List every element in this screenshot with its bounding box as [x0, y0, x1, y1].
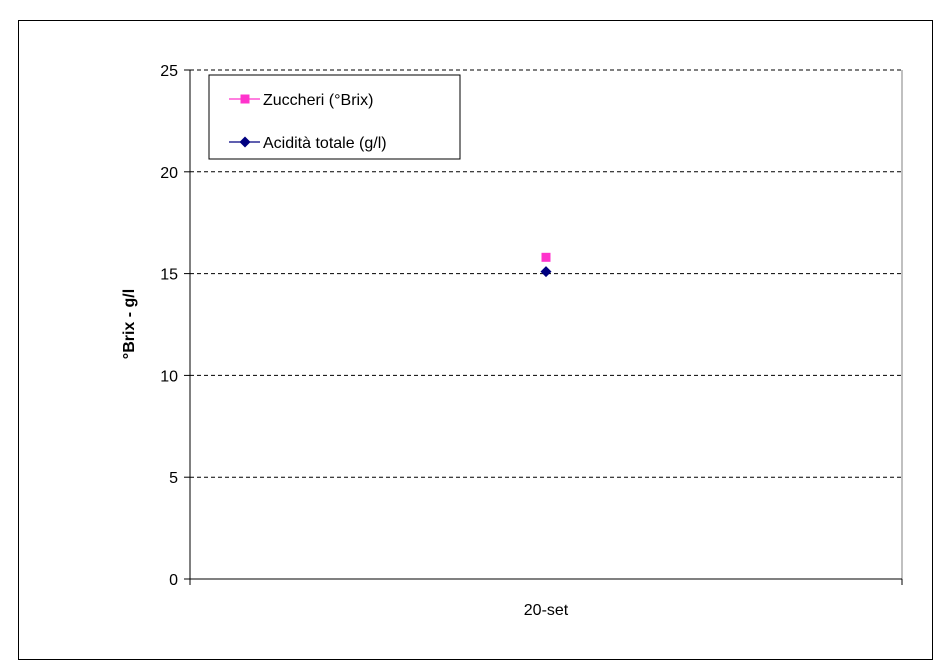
- legend-label-zuccheri: Zuccheri (°Brix): [263, 92, 373, 109]
- legend-item-zuccheri: Zuccheri (°Brix): [229, 92, 373, 109]
- y-tick-label-5: 5: [169, 470, 178, 487]
- legend: Zuccheri (°Brix) Acidità totale (g/l): [208, 74, 461, 160]
- point-series-0-0: [541, 252, 551, 262]
- y-tick-label-25: 25: [160, 63, 178, 80]
- axes: [184, 69, 903, 585]
- legend-marker-diamond: [239, 136, 251, 148]
- legend-marker-square: [240, 94, 250, 104]
- y-tick-labels: 0 5 10 15 20 25: [160, 63, 178, 589]
- x-tick-label-0: 20-set: [524, 602, 569, 619]
- data-points: [540, 252, 552, 278]
- y-tick-label-20: 20: [160, 165, 178, 182]
- y-tick-label-10: 10: [160, 368, 178, 385]
- legend-item-acidita: Acidità totale (g/l): [229, 135, 387, 152]
- chart-frame: [18, 20, 933, 660]
- y-axis-label: °Brix - g/l: [121, 289, 138, 359]
- y-tick-label-0: 0: [169, 572, 178, 589]
- y-tick-label-15: 15: [160, 267, 178, 284]
- x-tick-labels: 20-set: [524, 602, 569, 619]
- point-series-1-0: [540, 266, 552, 278]
- legend-label-acidita: Acidità totale (g/l): [263, 135, 387, 152]
- legend-box: [208, 74, 461, 160]
